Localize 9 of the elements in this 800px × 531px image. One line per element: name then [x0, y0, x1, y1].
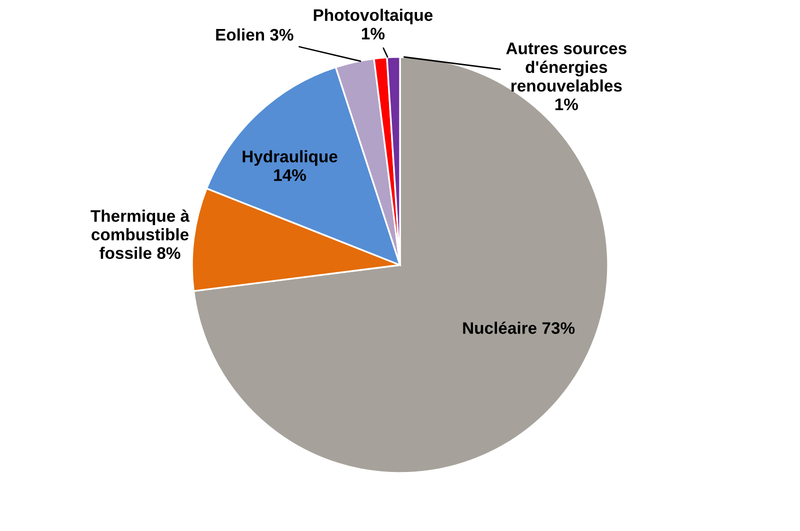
data-label: 1% [555, 98, 578, 110]
slice-label: Nucléaire 73% [463, 322, 575, 334]
slice-label: Autres sources d'énergies renouvelables [506, 42, 626, 92]
slice-label: Photovoltaique [314, 8, 433, 24]
data-label: 14% [274, 169, 306, 181]
data-label: 1% [362, 28, 385, 40]
slice-label: Thermique à combustible fossile 8% [90, 209, 190, 259]
slice-label: Hydraulique [242, 150, 338, 166]
slice-label: Eolien 3% [216, 28, 294, 41]
